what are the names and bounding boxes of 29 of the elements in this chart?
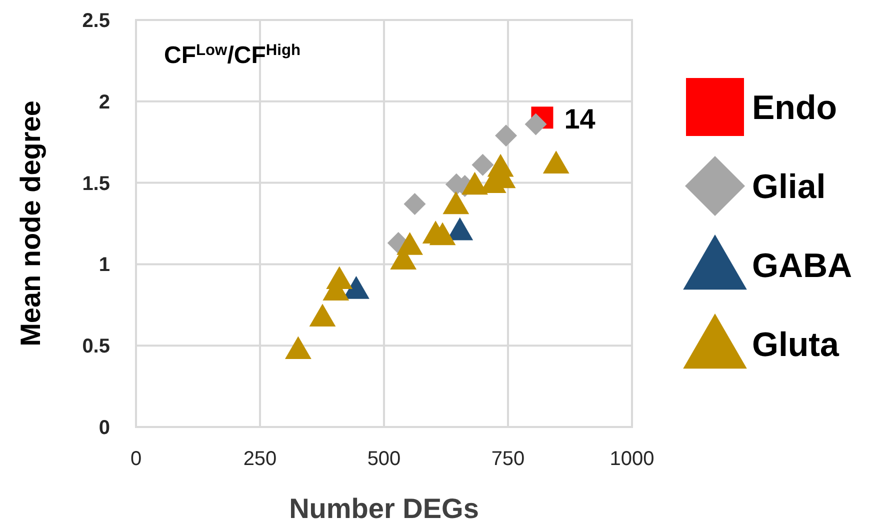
point <box>429 222 456 246</box>
legend-label: GABA <box>752 247 852 285</box>
point <box>524 113 547 136</box>
y-tick-label: 2.5 <box>82 10 110 32</box>
legend-label: Gluta <box>752 326 840 364</box>
point <box>472 154 494 176</box>
point <box>462 172 488 195</box>
x-tick-label: 750 <box>491 448 525 470</box>
point <box>309 304 336 326</box>
y-tick-label: 0 <box>98 417 110 439</box>
y-tick-label: 2 <box>98 91 110 114</box>
y-axis-title: Mean node degree <box>15 100 46 346</box>
point <box>442 191 470 214</box>
x-tick-label: 500 <box>367 448 401 470</box>
x-tick-label: 1000 <box>610 448 654 470</box>
point <box>542 150 570 174</box>
x-tick-label: 250 <box>243 448 277 470</box>
point <box>404 192 426 215</box>
y-tick-label: 1.5 <box>82 172 110 195</box>
text: CF$^{Low}$/CF$^{High}$ <box>164 42 301 69</box>
point <box>284 336 312 360</box>
legend-label: Endo <box>752 89 837 127</box>
y-tick-label: 1 <box>98 254 110 276</box>
y-tick-label: 0.5 <box>82 336 110 358</box>
point <box>495 124 518 147</box>
x-tick-label: 0 <box>130 448 142 470</box>
legend-label: Glial <box>752 168 826 206</box>
x-axis-title: Number DEGs <box>289 493 479 524</box>
annotation: 14 <box>564 104 596 135</box>
